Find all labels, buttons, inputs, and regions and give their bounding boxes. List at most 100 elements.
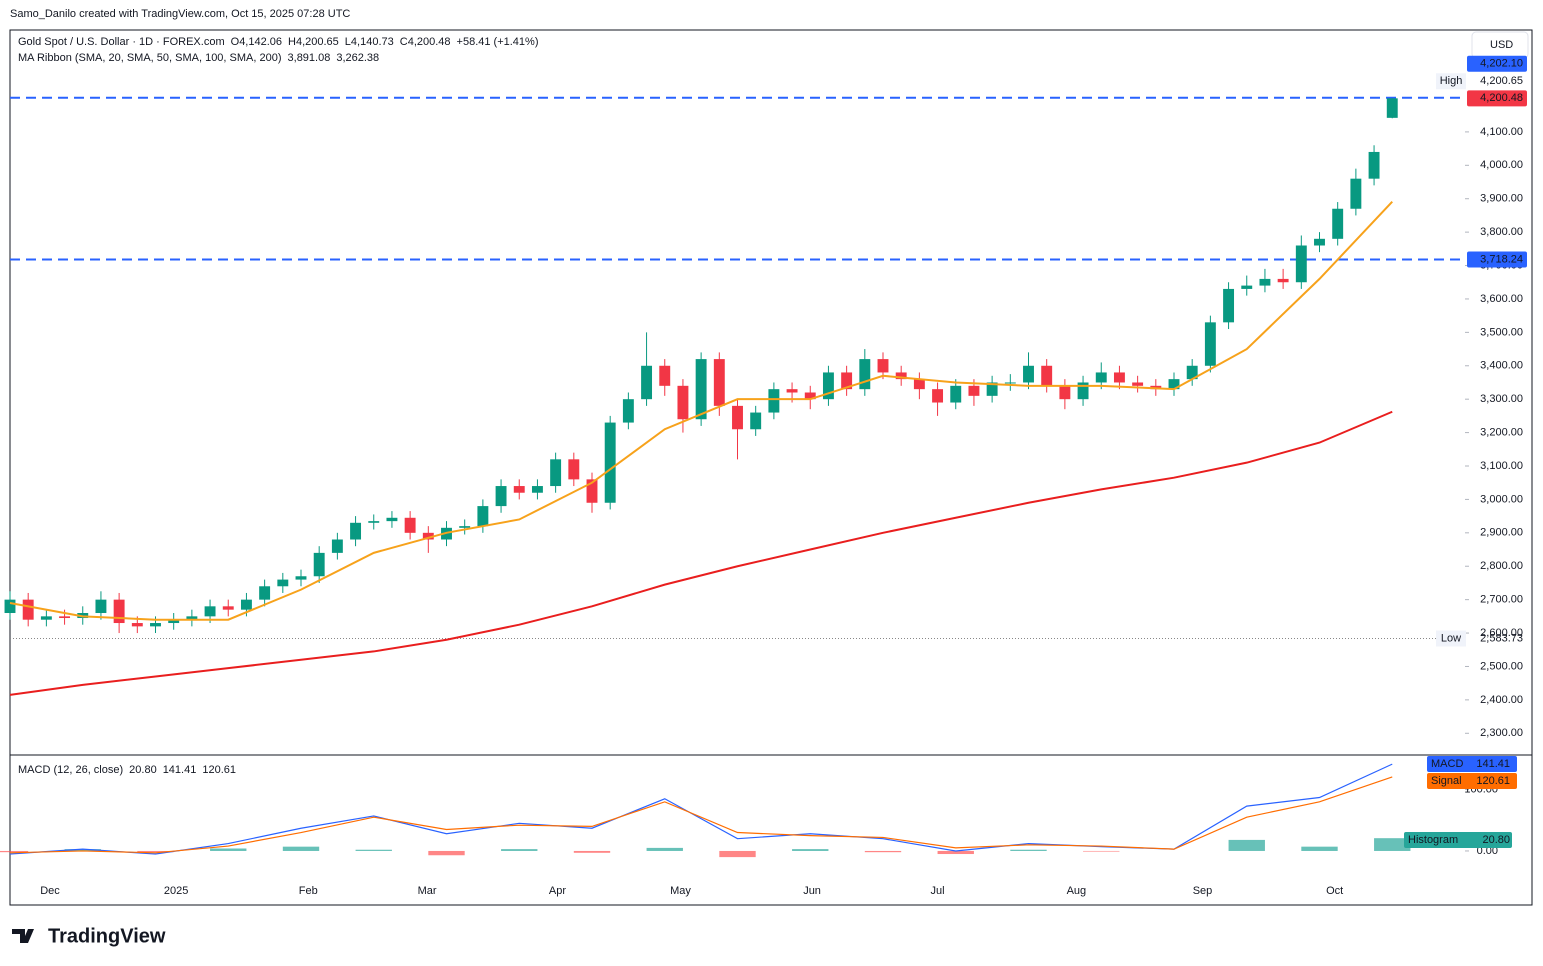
y-tick-label: 2,900.00 <box>1480 527 1523 539</box>
candle-body <box>386 517 398 522</box>
candle-body <box>550 459 562 487</box>
candle-body <box>695 359 707 420</box>
candle-body <box>586 479 598 503</box>
y-tick-label: 3,300.00 <box>1480 393 1523 405</box>
logo: TradingView <box>12 925 166 947</box>
candle-body <box>1059 385 1071 400</box>
candle-body <box>204 606 216 617</box>
candle-body <box>95 599 107 614</box>
histogram-bar <box>137 850 174 853</box>
ma-line <box>9 201 1393 621</box>
caption: Samo_Danilo created with TradingView.com… <box>10 8 350 20</box>
candle-body <box>313 552 325 577</box>
candle-body <box>677 385 689 420</box>
ma-label: MA Ribbon (SMA, 20, SMA, 50, SMA, 100, S… <box>18 52 282 64</box>
candle-body <box>1023 365 1034 383</box>
last-price-tag <box>1467 90 1527 107</box>
histogram-bar <box>1228 839 1265 851</box>
candle-body <box>768 389 780 413</box>
histogram-bar <box>1374 838 1411 851</box>
legend-key: L <box>345 36 351 48</box>
histogram-bar <box>573 850 611 853</box>
pane-tag-name: Histogram <box>1408 834 1458 846</box>
extreme-tag <box>1436 630 1466 647</box>
histogram-bar <box>646 847 683 851</box>
candle-body <box>604 422 616 503</box>
candle-body <box>40 616 52 620</box>
candle-body <box>1386 98 1398 118</box>
x-tick-label: May <box>670 885 691 897</box>
pane-tag-name: MACD <box>1431 758 1463 770</box>
y-tick-label: 2,300.00 <box>1480 727 1523 739</box>
candle-body <box>1077 382 1089 400</box>
candle-body <box>859 359 871 390</box>
pane-tag <box>1427 756 1517 772</box>
x-tick-label: Oct <box>1326 885 1343 897</box>
currency: USD <box>1490 39 1513 51</box>
ma-value: 3,891.08 <box>288 52 331 64</box>
macd-value: 20.80 <box>129 764 157 776</box>
x-tick-label: Dec <box>40 885 60 897</box>
y-tick-label: 3,500.00 <box>1480 326 1523 338</box>
candle-body <box>186 616 198 620</box>
candle-body <box>1186 365 1198 380</box>
candle-body <box>240 599 252 610</box>
macd-value: 120.61 <box>202 764 236 776</box>
logo-text: TradingView <box>48 925 166 947</box>
y-tick-label: 4,000.00 <box>1480 159 1523 171</box>
candle-body <box>1168 379 1180 390</box>
legend-key: C <box>400 36 408 48</box>
x-tick-label: Jun <box>803 885 821 897</box>
candle-body <box>222 606 234 610</box>
candle-body <box>713 359 725 406</box>
histogram-bar <box>282 846 320 851</box>
legend-value: 4,140.73 <box>351 36 394 48</box>
pane-tag <box>1404 832 1512 848</box>
candle-body <box>1223 288 1235 323</box>
candle-body <box>568 459 580 480</box>
level-tag <box>1467 251 1527 268</box>
frame <box>9 29 1533 906</box>
x-tick-label: Sep <box>1193 885 1213 897</box>
macd-line <box>9 763 1393 855</box>
candle-body <box>822 372 834 400</box>
y-tick-label: 3,900.00 <box>1480 193 1523 205</box>
candle-body <box>804 392 816 400</box>
histogram-bar <box>1301 846 1338 851</box>
histogram-bar <box>210 848 247 851</box>
candle-body <box>932 389 944 403</box>
legend-value: 4,200.65 <box>296 36 339 48</box>
candle-body <box>168 619 180 624</box>
candle-body <box>750 412 762 430</box>
legend-key: O <box>231 36 240 48</box>
x-tick-label: Aug <box>1067 885 1087 897</box>
histogram-bar <box>501 849 538 851</box>
candle-body <box>1314 238 1325 246</box>
y-tick-label: 3,200.00 <box>1480 426 1523 438</box>
candle-body <box>259 586 271 600</box>
candle-body <box>131 623 143 627</box>
extreme-text: Low <box>1441 632 1461 644</box>
x-tick-label: Feb <box>299 885 318 897</box>
macd-label: MACD (12, 26, close) <box>18 764 123 776</box>
histogram-bar <box>1010 849 1047 851</box>
x-tick-label: 2025 <box>164 885 188 897</box>
candle-body <box>422 532 434 540</box>
x-tick-label: Jul <box>931 885 945 897</box>
candle-body <box>459 526 471 528</box>
macd-value: 141.41 <box>163 764 197 776</box>
candle-body <box>495 486 507 507</box>
y-tick-label: 3,400.00 <box>1480 360 1523 372</box>
y-tick-label: 3,000.00 <box>1480 493 1523 505</box>
candle-body <box>1113 372 1125 383</box>
candle-body <box>659 365 671 386</box>
candle-body <box>59 616 71 619</box>
ma-value: 3,262.38 <box>336 52 379 64</box>
level-tag <box>1467 55 1527 72</box>
candle-body <box>1332 208 1344 239</box>
candle-body <box>404 517 416 533</box>
extreme-label: 2,583.73 <box>1480 632 1523 644</box>
pane-tag-value: 20.80 <box>1482 834 1510 846</box>
candle-body <box>513 486 525 493</box>
